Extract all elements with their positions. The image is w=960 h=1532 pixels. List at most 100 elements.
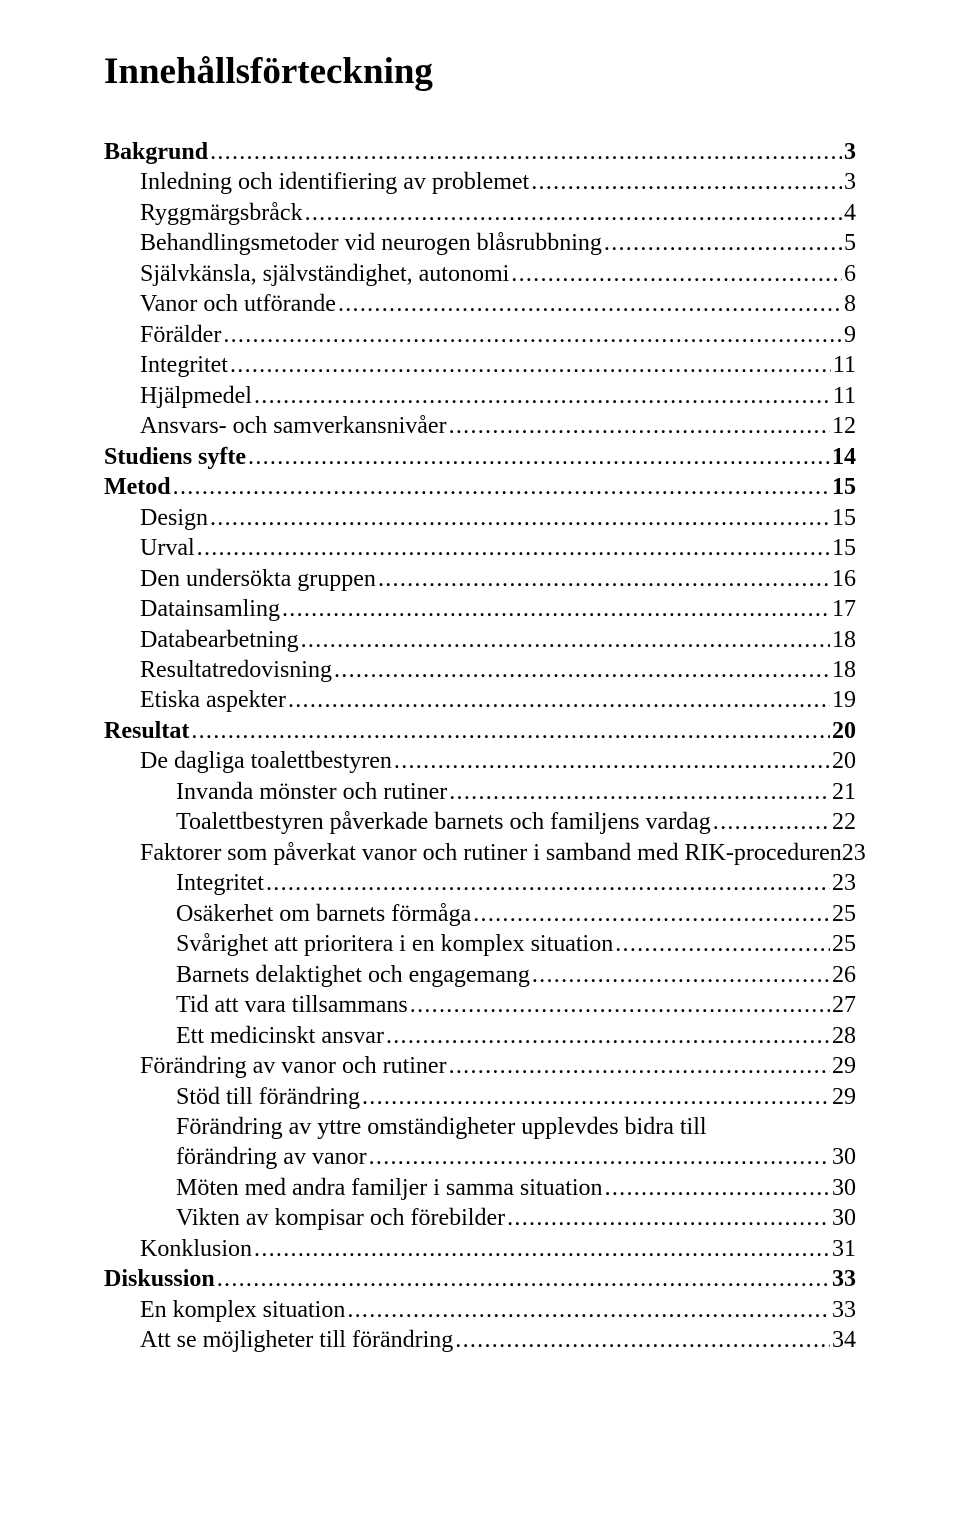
toc-entry: Behandlingsmetoder vid neurogen blåsrubb…: [104, 228, 856, 258]
toc-entry-page: 19: [832, 685, 856, 715]
toc-entry: Datainsamling 17: [104, 594, 856, 624]
toc-leader-dots: [713, 807, 830, 837]
toc-leader-dots: [386, 1021, 830, 1051]
toc-leader-dots: [604, 228, 842, 258]
toc-entry-page: 9: [844, 320, 856, 350]
toc-entry: Integritet 23: [104, 868, 856, 898]
toc-leader-dots: [334, 655, 830, 685]
toc-entry: Möten med andra familjer i samma situati…: [104, 1173, 856, 1203]
toc-entry-page: 28: [832, 1021, 856, 1051]
toc-entry-page: 22: [832, 807, 856, 837]
toc-entry: Självkänsla, självständighet, autonomi 6: [104, 259, 856, 289]
toc-entry: Konklusion31: [104, 1234, 856, 1264]
toc-entry-label: Vanor och utförande: [140, 289, 336, 319]
toc-entry-label: Självkänsla, självständighet, autonomi: [140, 259, 509, 289]
toc-entry: Databearbetning18: [104, 625, 856, 655]
toc-leader-dots: [347, 1295, 830, 1325]
toc-entry-label: Att se möjligheter till förändring: [140, 1325, 453, 1355]
toc-entry-label: Osäkerhet om barnets förmåga: [176, 899, 471, 929]
toc-entry: Toalettbestyren påverkade barnets och fa…: [104, 807, 856, 837]
toc-entry-page: 4: [844, 198, 856, 228]
toc-leader-dots: [217, 1264, 830, 1294]
toc-entry: Den undersökta gruppen16: [104, 564, 856, 594]
toc-leader-dots: [369, 1142, 830, 1172]
toc-entry-label: Toalettbestyren påverkade barnets och fa…: [176, 807, 711, 837]
toc-leader-dots: [338, 289, 842, 319]
toc-entry-page: 20: [832, 746, 856, 776]
toc-entry: Ryggmärgsbråck 4: [104, 198, 856, 228]
toc-entry: Diskussion 33: [104, 1264, 856, 1294]
toc-entry-label: Inledning och identifiering av problemet: [140, 167, 529, 197]
toc-leader-dots: [511, 259, 842, 289]
toc-entry-page: 21: [832, 777, 856, 807]
toc-entry-label: Diskussion: [104, 1264, 215, 1294]
toc-entry-label: Förälder: [140, 320, 221, 350]
toc-leader-dots: [455, 1325, 830, 1355]
toc-entry-page: 25: [832, 899, 856, 929]
toc-entry: Förändring av vanor och rutiner29: [104, 1051, 856, 1081]
toc-entry-label: Design: [140, 503, 208, 533]
toc-leader-dots: [473, 899, 830, 929]
toc-entry: Att se möjligheter till förändring34: [104, 1325, 856, 1355]
toc-entry: Integritet11: [104, 350, 856, 380]
toc-entry-page: 17: [832, 594, 856, 624]
toc-entry: Inledning och identifiering av problemet…: [104, 167, 856, 197]
toc-leader-dots: [394, 746, 830, 776]
toc-leader-dots: [210, 503, 830, 533]
toc-leader-dots: [223, 320, 842, 350]
toc-entry: Ett medicinskt ansvar28: [104, 1021, 856, 1051]
toc-leader-dots: [305, 198, 842, 228]
toc-entry: Invanda mönster och rutiner21: [104, 777, 856, 807]
toc-entry: Barnets delaktighet och engagemang26: [104, 960, 856, 990]
toc-entry-page: 29: [832, 1051, 856, 1081]
toc-entry-page: 6: [844, 259, 856, 289]
toc-leader-dots: [410, 990, 830, 1020]
toc-entry: Stöd till förändring29: [104, 1082, 856, 1112]
toc-entry-label: Förändring av yttre omständigheter upple…: [176, 1112, 856, 1142]
toc-entry: Förändring av yttre omständigheter upple…: [104, 1112, 856, 1173]
toc-entry-page: 33: [832, 1264, 856, 1294]
toc-leader-dots: [532, 960, 830, 990]
toc-leader-dots: [288, 685, 830, 715]
toc-leader-dots: [282, 594, 830, 624]
toc-leader-dots: [449, 777, 830, 807]
toc-entry-label: Svårighet att prioritera i en komplex si…: [176, 929, 613, 959]
toc-entry-label: Integritet: [176, 868, 264, 898]
toc-leader-dots: [449, 1051, 830, 1081]
toc-entry-page: 23: [832, 868, 856, 898]
toc-entry: Design 15: [104, 503, 856, 533]
toc-leader-dots: [254, 1234, 830, 1264]
toc-leader-dots: [449, 411, 830, 441]
toc-entry-label: Resultatredovisning: [140, 655, 332, 685]
toc-leader-dots: [531, 167, 842, 197]
toc-entry-page: 15: [832, 472, 856, 502]
toc-leader-dots: [301, 625, 830, 655]
toc-entry: Förälder 9: [104, 320, 856, 350]
toc-entry-page: 30: [832, 1142, 856, 1172]
page-title: Innehållsförteckning: [104, 50, 856, 93]
toc-entry-label: Konklusion: [140, 1234, 252, 1264]
toc-entry-page: 3: [844, 167, 856, 197]
toc-entry-label: Ansvars- och samverkansnivåer: [140, 411, 447, 441]
toc-entry: Studiens syfte14: [104, 442, 856, 472]
toc-entry-label: Databearbetning: [140, 625, 299, 655]
toc-entry-label: Etiska aspekter: [140, 685, 286, 715]
toc-entry-label: Datainsamling: [140, 594, 280, 624]
toc-entry: Metod15: [104, 472, 856, 502]
toc-entry-page: 18: [832, 655, 856, 685]
toc-leader-dots: [230, 350, 831, 380]
toc-entry-label: Ryggmärgsbråck: [140, 198, 303, 228]
toc-leader-dots: [173, 472, 830, 502]
toc-leader-dots: [248, 442, 830, 472]
toc-leader-dots: [615, 929, 830, 959]
toc-entry: Hjälpmedel11: [104, 381, 856, 411]
toc-entry: En komplex situation33: [104, 1295, 856, 1325]
toc-entry: Resultatredovisning 18: [104, 655, 856, 685]
toc-entry: Urval15: [104, 533, 856, 563]
toc-entry-label: Stöd till förändring: [176, 1082, 360, 1112]
toc-entry: Resultat20: [104, 716, 856, 746]
toc-entry-label: Resultat: [104, 716, 189, 746]
toc-entry-page: 15: [832, 503, 856, 533]
toc-entry-page: 11: [833, 381, 856, 411]
toc-entry: Vikten av kompisar och förebilder30: [104, 1203, 856, 1233]
